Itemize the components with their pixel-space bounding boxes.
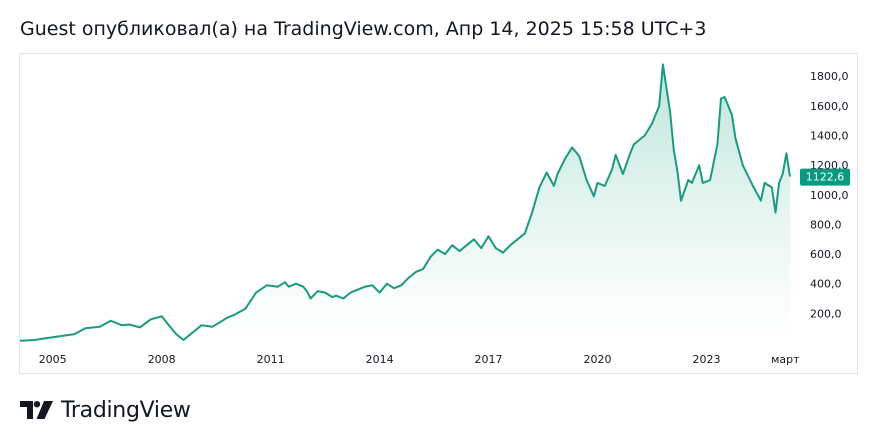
x-tick-label: 2023 [693, 353, 721, 366]
last-price-badge [800, 168, 850, 186]
y-tick-label: 1000,0 [810, 189, 849, 202]
tradingview-logo[interactable]: TradingView [20, 396, 191, 424]
tradingview-logo-icon [20, 401, 53, 419]
chart-frame: 200,0 400,0 600,0 800,0 1000,0 1200,0 1400,0 16… [19, 53, 858, 374]
y-tick-label: 600,0 [810, 248, 842, 261]
y-tick-label: 800,0 [810, 218, 842, 231]
x-tick-label: 2005 [39, 353, 67, 366]
price-area-fill [20, 64, 790, 344]
last-price-label: 1122,6 [806, 171, 845, 184]
x-tick-label: 2014 [366, 353, 394, 366]
y-tick-label: 1800,0 [810, 70, 849, 83]
x-tick-label: 2020 [584, 353, 612, 366]
price-line[interactable] [20, 63, 791, 342]
x-tick-label: 2017 [475, 353, 503, 366]
y-tick-label: 1400,0 [810, 130, 849, 143]
y-tick-label: 200,0 [810, 307, 842, 320]
price-area-chart[interactable]: 200,0400,0600,0800,01000,01200,01400,016… [20, 54, 857, 373]
x-tick-label: март [771, 353, 800, 366]
y-tick-label: 400,0 [810, 278, 842, 291]
y-tick-label: 1600,0 [810, 100, 849, 113]
x-tick-label: 2008 [148, 353, 176, 366]
chart-header-title: Guest опубликовал(а) на TradingView.com,… [20, 18, 707, 40]
x-tick-label: 2011 [257, 353, 285, 366]
brand-name: TradingView [61, 397, 191, 423]
